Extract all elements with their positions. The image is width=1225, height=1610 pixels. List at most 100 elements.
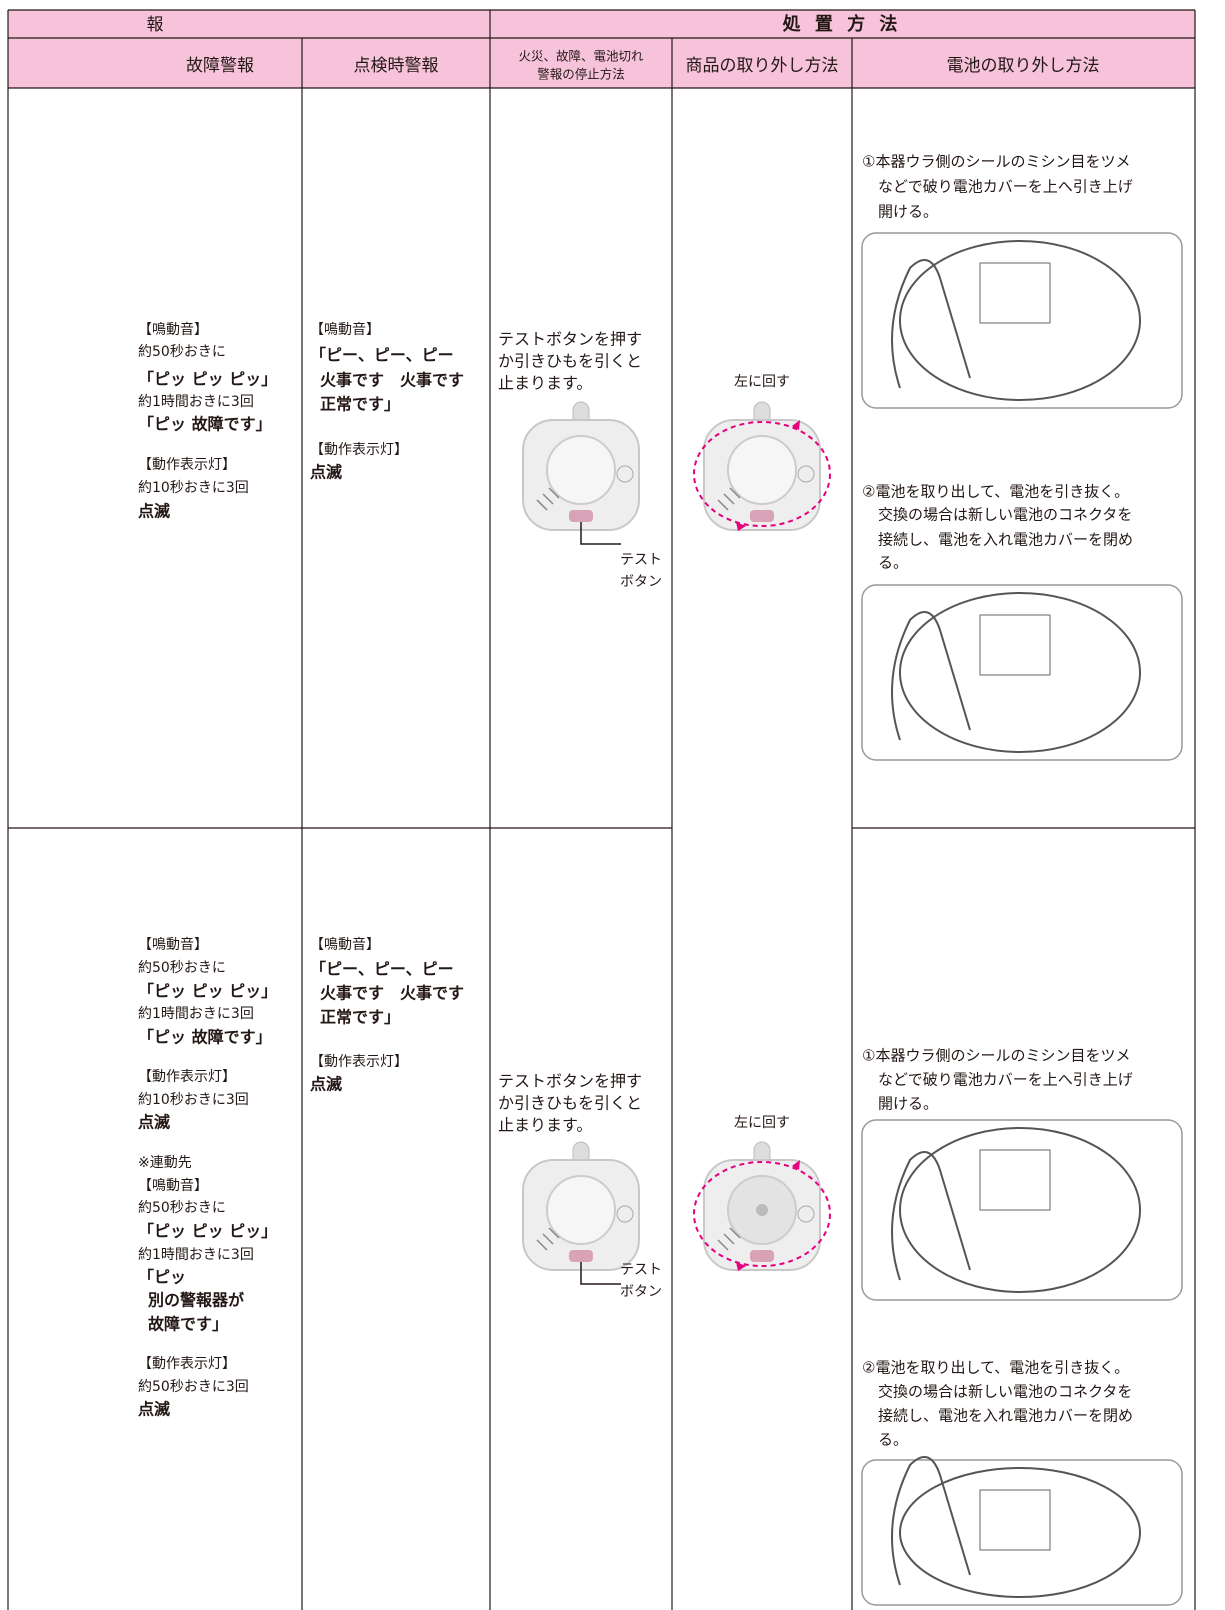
column-header: 故障警報 [186, 56, 254, 76]
detector-core [756, 1204, 768, 1216]
removal-text: 左に回す [734, 1115, 790, 1131]
fault-alarm-line: 約1時間おきに3回 [138, 394, 254, 410]
photo-part [979, 614, 1051, 676]
detector-illustration [522, 401, 640, 545]
vent-lines [536, 487, 560, 511]
fault-alarm-line: 約50秒おきに [138, 1200, 226, 1216]
removal-text: 左に回す [734, 374, 790, 390]
header-group: 報 [147, 15, 164, 35]
vent-lines [717, 487, 741, 511]
detector-tab [753, 401, 771, 423]
header-bg [8, 10, 1195, 88]
inspection-alarm-line: 正常です」 [320, 1008, 400, 1027]
detector-illustration [693, 1141, 831, 1271]
battery-photo [861, 232, 1183, 409]
vent-lines [536, 1227, 560, 1251]
photo-part [979, 1149, 1051, 1211]
detector-illustration [693, 401, 831, 531]
battery-step-line: 接続し、電池を入れ電池カバーを閉め [878, 1407, 1133, 1425]
battery-step-line: る。 [878, 554, 908, 572]
inspection-alarm-line: 【鳴動音】 [310, 321, 380, 338]
column-header: 警報の停止方法 [537, 67, 625, 82]
photo-device [899, 1127, 1141, 1293]
fault-alarm-line: 約50秒おきに3回 [138, 1379, 249, 1395]
test-button [569, 510, 593, 522]
fault-alarm-line: 【鳴動音】 [138, 1177, 208, 1194]
inspection-alarm-line: 火事です 火事です [320, 984, 464, 1003]
photo-frame [861, 584, 1183, 761]
fault-alarm-line: 「ピッ ピッ ピッ」 [138, 982, 277, 1001]
photo-hand [891, 1456, 971, 1586]
rotate-arrow [693, 1161, 831, 1267]
inspection-alarm-line: 点滅 [310, 1075, 342, 1094]
fault-alarm-line: 【動作表示灯】 [138, 1356, 236, 1372]
photo-device [899, 240, 1141, 401]
fault-alarm-line: 約10秒おきに3回 [138, 480, 249, 496]
fault-alarm-line: 点滅 [138, 1400, 170, 1419]
fault-alarm-line: 「ピッ ピッ ピッ」 [138, 370, 277, 389]
ns-mark [616, 465, 634, 483]
fault-alarm-line: 【鳴動音】 [138, 936, 208, 953]
column-header: 点検時警報 [354, 56, 439, 76]
detector-center [727, 435, 797, 505]
fault-alarm-line: 「ピッ [138, 1268, 186, 1287]
test-button [750, 1250, 774, 1262]
detector-illustration [522, 1141, 640, 1285]
button-label: ボタン [620, 574, 662, 590]
ns-mark [797, 1205, 815, 1223]
photo-hand [891, 611, 971, 741]
inspection-alarm-line: 点滅 [310, 463, 342, 482]
column-header: 商品の取り外し方法 [686, 56, 839, 76]
inspection-alarm-line: 「ピー、ピー、ピー [310, 960, 454, 979]
battery-step-line: ②電池を取り出して、電池を引き抜く。 [862, 1359, 1129, 1377]
stop-method-line: 止まります。 [498, 374, 592, 393]
inspection-alarm-line: 火事です 火事です [320, 371, 464, 390]
battery-step-line: などで破り電池カバーを上へ引き上げ [878, 1071, 1133, 1089]
photo-device [899, 592, 1141, 753]
stop-method-line: 止まります。 [498, 1116, 592, 1135]
photo-hand [891, 259, 971, 389]
column-header: 火災、故障、電池切れ [518, 49, 644, 64]
stop-method-line: か引きひもを引くと [498, 1094, 642, 1113]
fault-alarm-line: 「ピッ ピッ ピッ」 [138, 1222, 277, 1241]
fault-alarm-line: 【鳴動音】 [138, 321, 208, 338]
rotate-arrow [693, 421, 831, 527]
fault-alarm-line: 約10秒おきに3回 [138, 1092, 249, 1108]
photo-part [979, 1489, 1051, 1551]
test-button [750, 510, 774, 522]
battery-step-line: 交換の場合は新しい電池のコネクタを [878, 1383, 1132, 1401]
button-label: テスト [620, 552, 662, 568]
battery-step-line: る。 [878, 1431, 908, 1449]
battery-photo [861, 584, 1183, 761]
fault-alarm-line: 点滅 [138, 1113, 170, 1132]
fault-alarm-line: 「ピッ 故障です」 [138, 1028, 272, 1047]
fault-alarm-line: ※連動先 [138, 1155, 192, 1171]
detector-tab [572, 401, 590, 423]
photo-part [979, 262, 1051, 324]
fault-alarm-line: 約50秒おきに [138, 960, 226, 976]
fault-alarm-line: 点滅 [138, 502, 170, 521]
fault-alarm-line: 約1時間おきに3回 [138, 1247, 254, 1263]
battery-step-line: ①本器ウラ側のシールのミシン目をツメ [862, 153, 1130, 171]
battery-step-line: ②電池を取り出して、電池を引き抜く。 [862, 483, 1129, 501]
fault-alarm-line: 故障です」 [148, 1315, 228, 1334]
leader-line [580, 1262, 621, 1285]
fault-alarm-line: 約50秒おきに [138, 344, 226, 360]
ns-mark [797, 465, 815, 483]
fault-alarm-line: 別の警報器が [148, 1291, 244, 1310]
battery-step-line: 交換の場合は新しい電池のコネクタを [878, 506, 1132, 524]
photo-hand [891, 1151, 971, 1281]
button-label: テスト [620, 1262, 662, 1278]
stop-method-line: テストボタンを押す [498, 1072, 642, 1091]
leader-line [580, 522, 621, 545]
detector-tab [753, 1141, 771, 1163]
photo-frame [861, 1459, 1183, 1606]
column-header: 電池の取り外し方法 [947, 56, 1100, 76]
detector-tab [572, 1141, 590, 1163]
fault-alarm-line: 「ピッ 故障です」 [138, 415, 272, 434]
stop-method-line: か引きひもを引くと [498, 352, 642, 371]
battery-step-line: 開ける。 [878, 203, 938, 221]
fault-alarm-line: 約1時間おきに3回 [138, 1006, 254, 1022]
